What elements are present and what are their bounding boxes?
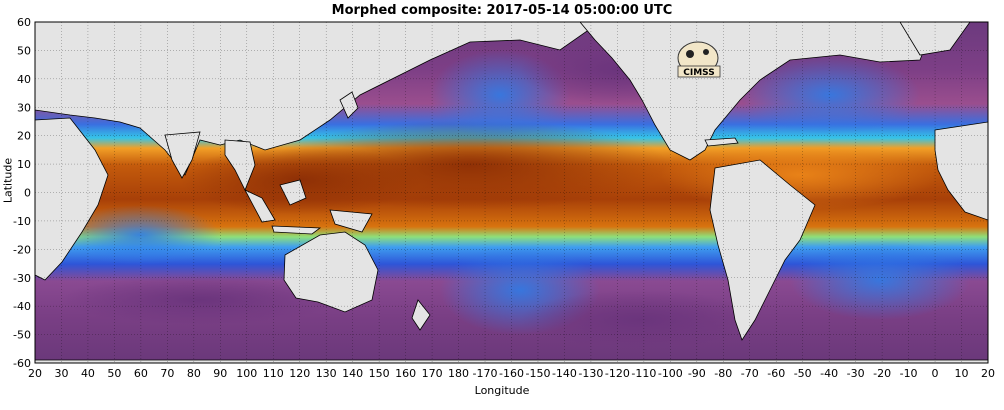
x-tick-label: 80 [187, 367, 201, 380]
x-tick-label: -90 [688, 367, 706, 380]
y-tick-label: -30 [13, 272, 31, 285]
land-masses [35, 22, 988, 363]
x-tick-label: 60 [134, 367, 148, 380]
x-tick-label: 30 [54, 367, 68, 380]
land-india [164, 131, 201, 179]
land-south-america [709, 159, 816, 341]
x-tick-label: 170 [422, 367, 443, 380]
x-tick-label: -160 [499, 367, 524, 380]
y-tick-label: -50 [13, 329, 31, 342]
x-tick-label: 130 [316, 367, 337, 380]
land-africa [35, 117, 109, 281]
plot-frame [34, 21, 989, 364]
x-tick-label: -110 [631, 367, 656, 380]
x-tick-labels: 20 30 40 50 60 70 80 90 100 110 120 130 140 150 160 170… [28, 367, 995, 380]
x-tick-label: 10 [955, 367, 969, 380]
x-tick-label: -10 [900, 367, 918, 380]
land-greenland [899, 22, 971, 56]
y-axis-label: Latitude [1, 157, 15, 204]
x-tick-label: -150 [525, 367, 550, 380]
x-tick-label: 140 [342, 367, 363, 380]
y-tick-label: 10 [17, 158, 31, 171]
y-tick-label: -60 [13, 357, 31, 370]
x-tick-label: 90 [213, 367, 227, 380]
x-tick-label: 180 [448, 367, 469, 380]
y-tick-label: -20 [13, 243, 31, 256]
x-tick-label: -130 [578, 367, 603, 380]
x-tick-label: 100 [236, 367, 257, 380]
x-tick-label: -40 [820, 367, 838, 380]
tpw-field [35, 22, 988, 363]
x-tick-label: 120 [289, 367, 310, 380]
y-tick-label: 50 [17, 44, 31, 57]
x-tick-label: 70 [160, 367, 174, 380]
land-japan [339, 91, 359, 119]
x-tick-label: 150 [369, 367, 390, 380]
x-tick-label: -100 [658, 367, 683, 380]
x-tick-label: -170 [473, 367, 498, 380]
x-tick-label: -60 [767, 367, 785, 380]
x-tick-label: 160 [395, 367, 416, 380]
x-tick-label: -30 [847, 367, 865, 380]
land-new-zealand [411, 299, 431, 331]
land-cuba [704, 137, 739, 147]
y-tick-label: -40 [13, 300, 31, 313]
x-tick-label: -140 [552, 367, 577, 380]
y-tick-label: 60 [17, 16, 31, 29]
land-sumatra [244, 189, 276, 223]
map-title: Morphed composite: 2017-05-14 05:00:00 U… [331, 3, 673, 18]
x-tick-label: 40 [81, 367, 95, 380]
y-tick-label: 20 [17, 130, 31, 143]
y-tick-label: 30 [17, 101, 31, 114]
x-tick-label: 20 [28, 367, 42, 380]
y-tick-label: -10 [13, 215, 31, 228]
x-tick-label: 20 [981, 367, 995, 380]
y-tick-label: 0 [24, 187, 31, 200]
land-new-guinea [329, 209, 373, 233]
x-tick-label: -20 [873, 367, 891, 380]
x-tick-label: -70 [741, 367, 759, 380]
x-tick-label: -80 [714, 367, 732, 380]
y-tick-labels: 60 50 40 30 20 10 0 -10 -20 -30 -40 -50 -60 [13, 16, 31, 370]
land-australia [283, 231, 379, 313]
x-tick-label: -120 [605, 367, 630, 380]
x-axis-label: Longitude [474, 384, 530, 397]
x-tick-label: 50 [107, 367, 121, 380]
cimss-logo: CIMSS [677, 41, 721, 78]
x-tick-label: 110 [263, 367, 284, 380]
x-tick-label: -50 [794, 367, 812, 380]
cimss-logo-text: CIMSS [683, 68, 714, 78]
land-africa-west [934, 121, 988, 221]
y-tick-label: 40 [17, 73, 31, 86]
x-tick-label: 0 [932, 367, 939, 380]
